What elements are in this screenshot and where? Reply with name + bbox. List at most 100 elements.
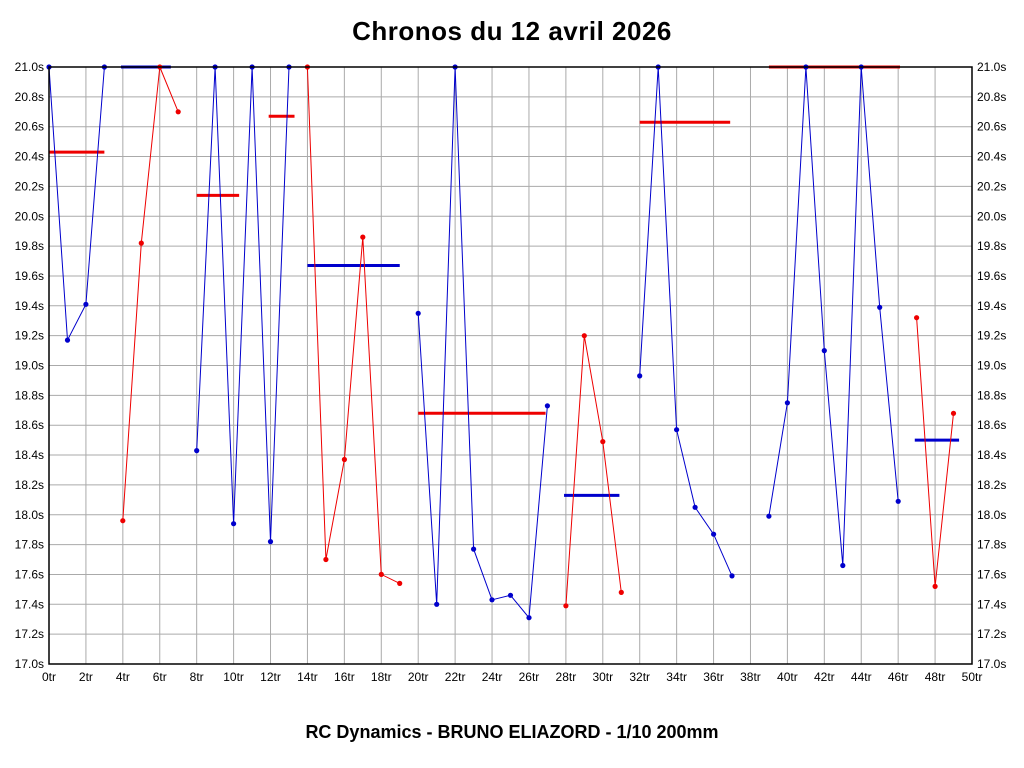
y-tick-label: 17.8s: [977, 538, 1006, 552]
stint-average-bars: [49, 65, 960, 497]
x-tick-label: 18tr: [371, 670, 392, 684]
lap-point: [83, 301, 89, 307]
lap-point: [341, 456, 347, 463]
lap-point: [711, 531, 717, 537]
lap-point: [64, 337, 71, 343]
y-axis-labels-right: 21.0s 20.8s 20.6s 20.4s 20.2s 20.0s 19.8s 19.6s…: [977, 60, 1006, 671]
x-tick-label: 40tr: [777, 670, 798, 684]
lap-line: [565, 335, 622, 606]
y-tick-label: 18.4s: [15, 448, 44, 462]
lap-line: [196, 66, 290, 542]
y-tick-label: 18.2s: [15, 478, 44, 492]
lap-point: [674, 427, 680, 433]
lap-point: [729, 573, 735, 579]
y-tick-label: 19.6s: [15, 269, 44, 283]
y-axis-labels-left: 21.0s 20.8s 20.6s 20.4s 20.2s 20.0s 19.8s 19.6s…: [15, 60, 44, 671]
x-tick-label: 20tr: [408, 670, 429, 684]
lap-point: [526, 615, 532, 621]
y-tick-label: 20.6s: [977, 120, 1006, 134]
lap-point: [378, 571, 384, 578]
y-tick-label: 17.0s: [977, 657, 1006, 671]
lap-point: [914, 315, 920, 321]
lap-point: [563, 603, 569, 609]
series-blue-driver-laps: [46, 64, 901, 621]
lap-line: [639, 66, 733, 577]
y-tick-label: 20.2s: [15, 179, 44, 193]
lap-point: [434, 601, 440, 607]
y-tick-label: 18.6s: [977, 418, 1006, 432]
y-tick-label: 19.2s: [15, 329, 44, 343]
lap-point: [581, 333, 587, 339]
lap-point: [175, 109, 181, 115]
y-tick-label: 21.0s: [977, 60, 1006, 74]
x-tick-label: 46tr: [888, 670, 909, 684]
y-tick-label: 18.2s: [977, 478, 1006, 492]
lap-point: [932, 583, 938, 590]
lap-point: [323, 556, 329, 563]
x-tick-label: 22tr: [445, 670, 466, 684]
x-tick-label: 12tr: [260, 670, 281, 684]
lap-point: [231, 521, 237, 527]
x-tick-label: 24tr: [482, 670, 503, 684]
y-tick-label: 17.8s: [15, 538, 44, 552]
y-tick-label: 19.8s: [15, 239, 44, 253]
lap-point: [895, 498, 901, 504]
y-tick-label: 19.2s: [977, 329, 1006, 343]
x-tick-label: 8tr: [190, 670, 204, 684]
x-tick-label: 10tr: [223, 670, 244, 684]
y-tick-label: 18.4s: [977, 448, 1006, 462]
lap-point: [692, 504, 698, 510]
lap-line: [122, 66, 179, 521]
lap-point: [766, 513, 772, 519]
y-tick-label: 20.8s: [977, 90, 1006, 104]
y-tick-label: 17.2s: [977, 627, 1006, 641]
y-tick-label: 20.0s: [977, 209, 1006, 223]
y-tick-label: 18.8s: [15, 388, 44, 402]
x-tick-label: 36tr: [703, 670, 724, 684]
x-tick-label: 44tr: [851, 670, 872, 684]
x-tick-label: 16tr: [334, 670, 355, 684]
lap-point: [877, 304, 883, 310]
x-tick-label: 38tr: [740, 670, 761, 684]
lap-point: [397, 580, 403, 587]
lap-point: [267, 539, 274, 545]
x-tick-label: 50tr: [962, 670, 983, 684]
lap-point: [600, 439, 606, 445]
x-tick-label: 26tr: [519, 670, 540, 684]
y-tick-label: 17.2s: [15, 627, 44, 641]
x-tick-label: 4tr: [116, 670, 130, 684]
lap-point: [471, 546, 477, 552]
y-tick-label: 18.6s: [15, 418, 44, 432]
y-tick-label: 18.0s: [15, 508, 44, 522]
y-tick-label: 18.8s: [977, 388, 1006, 402]
lap-line: [768, 66, 899, 566]
chart-border: [48, 66, 973, 665]
y-tick-label: 19.0s: [15, 359, 44, 373]
y-tick-label: 17.4s: [15, 597, 44, 611]
y-tick-label: 18.0s: [977, 508, 1006, 522]
x-tick-label: 48tr: [925, 670, 946, 684]
y-tick-label: 17.4s: [977, 597, 1006, 611]
lap-point: [120, 518, 126, 524]
lap-point: [489, 597, 495, 603]
y-tick-label: 19.6s: [977, 269, 1006, 283]
lap-line: [306, 66, 400, 584]
x-tick-label: 30tr: [592, 670, 613, 684]
lap-point: [507, 592, 514, 598]
x-tick-label: 6tr: [153, 670, 167, 684]
y-tick-label: 21.0s: [15, 60, 44, 74]
x-tick-label: 32tr: [629, 670, 650, 684]
y-tick-label: 19.4s: [15, 299, 44, 313]
series-red-driver-laps: [120, 64, 957, 609]
lap-point: [194, 448, 200, 454]
y-tick-label: 20.4s: [15, 150, 44, 164]
x-tick-label: 28tr: [556, 670, 577, 684]
x-tick-label: 42tr: [814, 670, 835, 684]
x-tick-label: 34tr: [666, 670, 687, 684]
y-tick-label: 20.2s: [977, 179, 1006, 193]
x-axis-labels: 0tr 2tr 4tr 6tr 8tr 10tr 12tr 14tr 16tr 18tr 20tr 2…: [42, 670, 982, 684]
y-tick-label: 19.4s: [977, 299, 1006, 313]
y-tick-label: 20.6s: [15, 120, 44, 134]
lap-line: [417, 66, 548, 619]
